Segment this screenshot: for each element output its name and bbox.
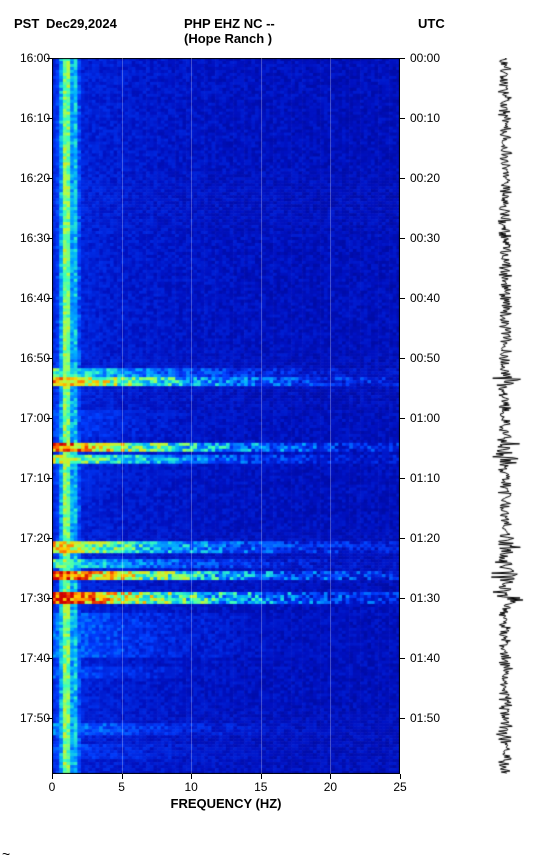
- tick-mark: [400, 538, 405, 539]
- x-tick-label: 15: [254, 780, 267, 794]
- y-tick-left-label: 16:20: [20, 171, 50, 185]
- tick-mark: [47, 718, 52, 719]
- tick-mark: [400, 358, 405, 359]
- tick-mark: [400, 478, 405, 479]
- x-tick-label: 20: [324, 780, 337, 794]
- y-tick-left-label: 17:40: [20, 651, 50, 665]
- tick-mark: [400, 774, 401, 779]
- x-tick-label: 0: [49, 780, 56, 794]
- y-tick-left-label: 16:50: [20, 351, 50, 365]
- tick-mark: [400, 178, 405, 179]
- y-tick-left-label: 17:30: [20, 591, 50, 605]
- y-tick-right-label: 00:50: [410, 351, 440, 365]
- tick-mark: [47, 118, 52, 119]
- tick-mark: [400, 718, 405, 719]
- y-tick-right-label: 01:00: [410, 411, 440, 425]
- y-tick-right-label: 00:30: [410, 231, 440, 245]
- y-tick-right-label: 01:50: [410, 711, 440, 725]
- tz-right-label: UTC: [418, 16, 445, 31]
- spectrogram-plot: [52, 58, 400, 774]
- tick-mark: [47, 178, 52, 179]
- y-tick-right-label: 00:10: [410, 111, 440, 125]
- tick-mark: [400, 118, 405, 119]
- tick-mark: [400, 298, 405, 299]
- date-label: Dec29,2024: [46, 16, 117, 31]
- x-axis-label: FREQUENCY (HZ): [171, 796, 282, 811]
- tick-mark: [47, 358, 52, 359]
- tick-mark: [261, 774, 262, 779]
- tick-mark: [47, 538, 52, 539]
- tick-mark: [52, 774, 53, 779]
- footer-glyph: ~: [2, 846, 10, 862]
- tick-mark: [400, 238, 405, 239]
- y-tick-right-label: 00:00: [410, 51, 440, 65]
- tick-mark: [400, 658, 405, 659]
- y-tick-left-label: 17:10: [20, 471, 50, 485]
- gridline: [122, 58, 123, 774]
- spectrogram-canvas: [52, 58, 400, 774]
- y-tick-right-label: 01:10: [410, 471, 440, 485]
- tick-mark: [47, 658, 52, 659]
- y-tick-left-label: 16:10: [20, 111, 50, 125]
- station-label-line2: (Hope Ranch ): [184, 31, 272, 46]
- seismogram-canvas: [475, 58, 535, 774]
- y-tick-right-label: 01:40: [410, 651, 440, 665]
- tick-mark: [47, 298, 52, 299]
- tick-mark: [122, 774, 123, 779]
- y-tick-right-label: 01:30: [410, 591, 440, 605]
- tick-mark: [400, 418, 405, 419]
- y-tick-left-label: 16:40: [20, 291, 50, 305]
- tick-mark: [47, 478, 52, 479]
- tick-mark: [330, 774, 331, 779]
- tick-mark: [47, 238, 52, 239]
- seismogram-panel: [475, 58, 535, 774]
- y-tick-left-label: 17:00: [20, 411, 50, 425]
- y-tick-left-label: 17:50: [20, 711, 50, 725]
- y-tick-right-label: 00:40: [410, 291, 440, 305]
- y-tick-right-label: 00:20: [410, 171, 440, 185]
- tz-left-label: PST: [14, 16, 39, 31]
- y-tick-right-label: 01:20: [410, 531, 440, 545]
- y-tick-left-label: 16:00: [20, 51, 50, 65]
- gridline: [330, 58, 331, 774]
- tick-mark: [191, 774, 192, 779]
- x-tick-label: 25: [393, 780, 406, 794]
- tick-mark: [400, 598, 405, 599]
- x-tick-label: 10: [185, 780, 198, 794]
- x-tick-label: 5: [118, 780, 125, 794]
- tick-mark: [47, 598, 52, 599]
- station-label-line1: PHP EHZ NC --: [184, 16, 275, 31]
- gridline: [191, 58, 192, 774]
- gridline: [261, 58, 262, 774]
- tick-mark: [400, 58, 405, 59]
- tick-mark: [47, 418, 52, 419]
- y-tick-left-label: 16:30: [20, 231, 50, 245]
- y-tick-left-label: 17:20: [20, 531, 50, 545]
- tick-mark: [47, 58, 52, 59]
